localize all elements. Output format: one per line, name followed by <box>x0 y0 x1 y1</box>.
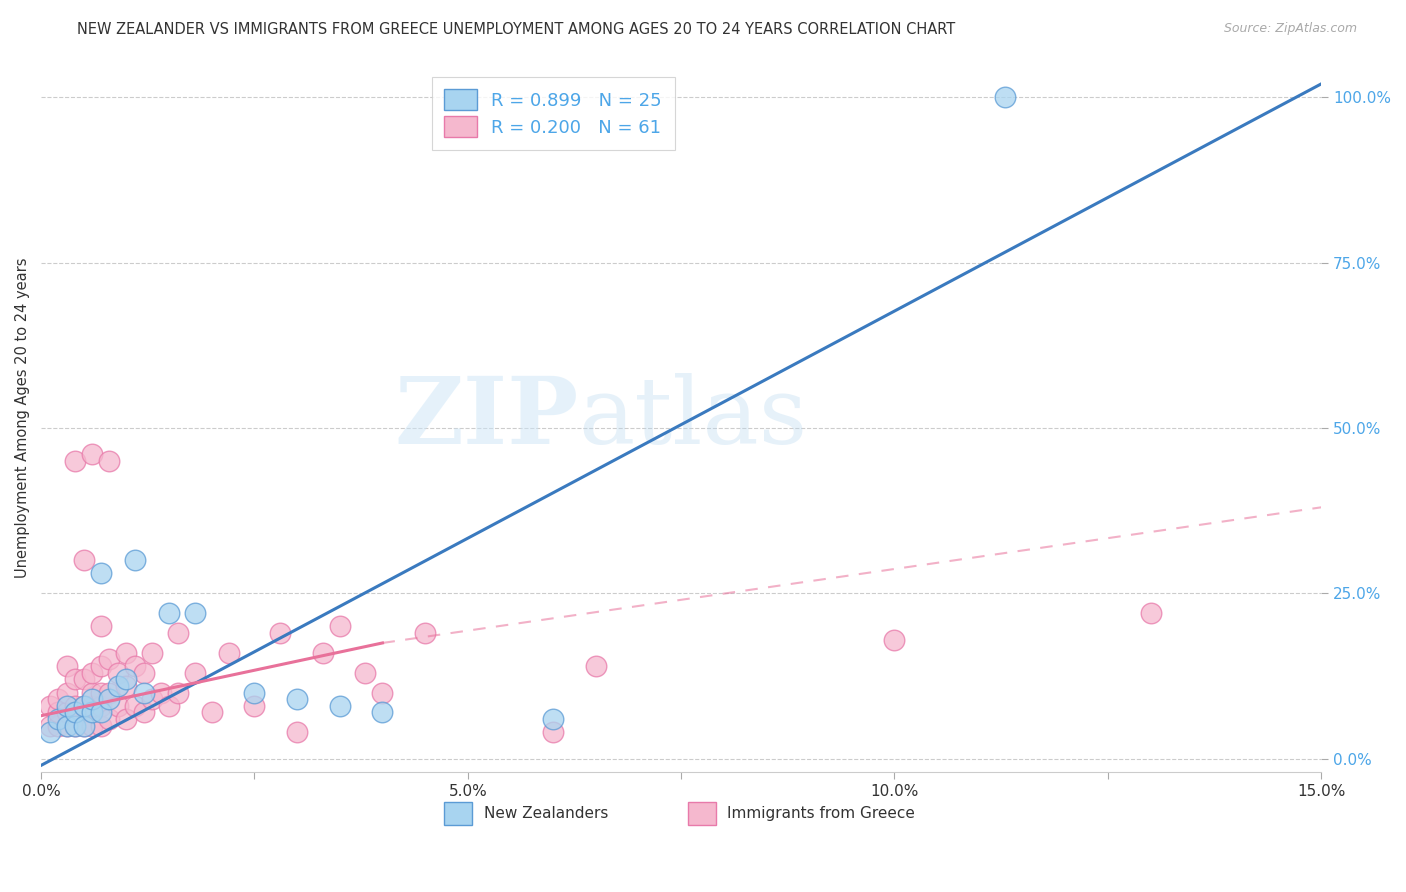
Point <box>73 719 96 733</box>
Point <box>157 606 180 620</box>
Point <box>65 706 87 720</box>
Point <box>243 698 266 713</box>
Point <box>38 719 60 733</box>
Point <box>55 659 77 673</box>
Point <box>132 665 155 680</box>
Point <box>55 685 77 699</box>
Point <box>55 706 77 720</box>
Text: atlas: atlas <box>579 373 808 463</box>
Point <box>115 712 138 726</box>
Text: Source: ZipAtlas.com: Source: ZipAtlas.com <box>1223 22 1357 36</box>
Point <box>90 566 112 581</box>
Point <box>65 673 87 687</box>
Point <box>107 679 129 693</box>
Point <box>541 725 564 739</box>
Point <box>98 454 121 468</box>
Point <box>73 719 96 733</box>
Point <box>82 698 104 713</box>
Point <box>371 706 394 720</box>
Point <box>73 673 96 687</box>
Point <box>90 619 112 633</box>
Point <box>107 698 129 713</box>
Point <box>55 698 77 713</box>
Point <box>73 698 96 713</box>
Point <box>115 646 138 660</box>
Point <box>132 685 155 699</box>
Point <box>115 679 138 693</box>
Point <box>541 712 564 726</box>
Point <box>157 698 180 713</box>
Point <box>243 685 266 699</box>
Point <box>115 673 138 687</box>
Point <box>183 606 205 620</box>
Y-axis label: Unemployment Among Ages 20 to 24 years: Unemployment Among Ages 20 to 24 years <box>15 258 30 578</box>
Point <box>124 659 146 673</box>
Point <box>132 706 155 720</box>
Point <box>55 719 77 733</box>
Point <box>38 725 60 739</box>
Point <box>413 626 436 640</box>
Point <box>73 698 96 713</box>
Point <box>149 685 172 699</box>
Point <box>82 706 104 720</box>
Point <box>141 692 163 706</box>
Point <box>90 659 112 673</box>
Point <box>218 646 240 660</box>
Point <box>269 626 291 640</box>
Point <box>90 719 112 733</box>
Point <box>38 698 60 713</box>
Point <box>65 698 87 713</box>
Point <box>312 646 335 660</box>
Point <box>124 698 146 713</box>
Text: Immigrants from Greece: Immigrants from Greece <box>727 806 915 822</box>
Point <box>124 553 146 567</box>
FancyBboxPatch shape <box>688 803 716 825</box>
Point <box>329 619 352 633</box>
Point <box>107 665 129 680</box>
Point <box>166 626 188 640</box>
Point <box>82 719 104 733</box>
Point <box>46 706 69 720</box>
Point <box>46 712 69 726</box>
Point <box>90 685 112 699</box>
Point <box>98 712 121 726</box>
Point <box>166 685 188 699</box>
Point <box>46 692 69 706</box>
Point <box>46 719 69 733</box>
Legend: R = 0.899   N = 25, R = 0.200   N = 61: R = 0.899 N = 25, R = 0.200 N = 61 <box>432 77 675 150</box>
Point <box>201 706 224 720</box>
Point <box>65 719 87 733</box>
Point <box>98 685 121 699</box>
Point <box>883 632 905 647</box>
Point <box>183 665 205 680</box>
Point <box>82 447 104 461</box>
Point <box>285 692 308 706</box>
FancyBboxPatch shape <box>444 803 472 825</box>
Point <box>1139 606 1161 620</box>
Point <box>371 685 394 699</box>
Point <box>55 719 77 733</box>
Point <box>90 706 112 720</box>
Point <box>73 553 96 567</box>
Point <box>82 685 104 699</box>
Point <box>98 692 121 706</box>
Point <box>82 692 104 706</box>
Point <box>65 454 87 468</box>
Point <box>994 90 1017 104</box>
Point <box>82 665 104 680</box>
Text: New Zealanders: New Zealanders <box>484 806 609 822</box>
Point <box>354 665 377 680</box>
Point <box>329 698 352 713</box>
Point <box>65 719 87 733</box>
Point <box>585 659 607 673</box>
Point <box>141 646 163 660</box>
Point <box>98 652 121 666</box>
Point <box>90 698 112 713</box>
Point <box>285 725 308 739</box>
Text: NEW ZEALANDER VS IMMIGRANTS FROM GREECE UNEMPLOYMENT AMONG AGES 20 TO 24 YEARS C: NEW ZEALANDER VS IMMIGRANTS FROM GREECE … <box>77 22 956 37</box>
Text: ZIP: ZIP <box>395 373 579 463</box>
